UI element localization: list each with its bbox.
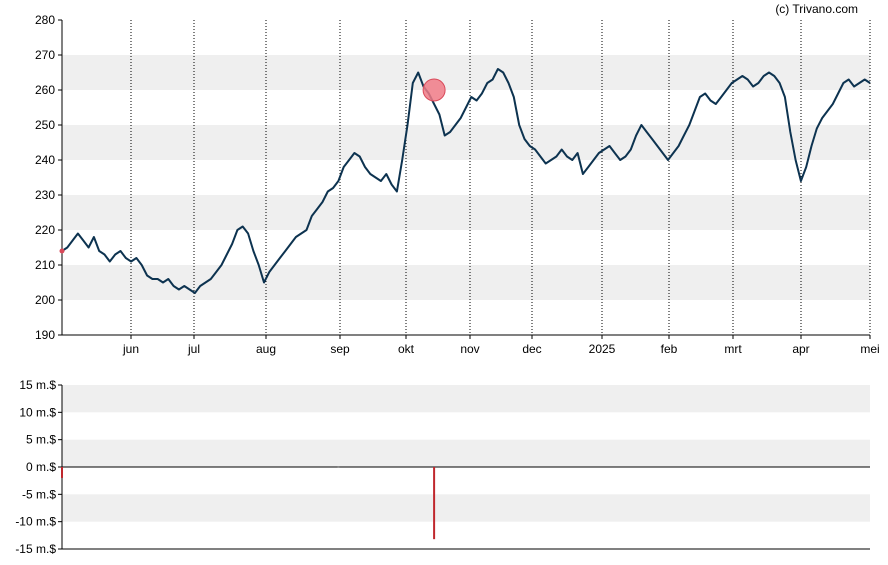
price-x-tick-label: 2025 <box>589 342 616 356</box>
price-y-tick-label: 280 <box>35 13 55 27</box>
price-y-tick-label: 220 <box>35 223 55 237</box>
price-x-tick-label: aug <box>256 342 276 356</box>
credit-text: (c) Trivano.com <box>775 2 858 16</box>
volume-panel: 15 m.$ 10 m.$ 5 m.$ 0 m.$ -5 m.$ -10 m.$ -15 m… <box>15 378 870 556</box>
volume-band <box>62 385 870 413</box>
volume-y-tick-label: 10 m.$ <box>19 405 56 419</box>
volume-bar <box>433 467 436 540</box>
price-band <box>62 195 870 230</box>
price-y-tick-label: 260 <box>35 83 55 97</box>
price-x-tick-label: feb <box>661 342 678 356</box>
volume-y-tick-label: 5 m.$ <box>26 433 56 447</box>
price-start-dot <box>59 248 65 254</box>
volume-y-tick-label: -5 m.$ <box>22 487 56 501</box>
price-x-tick-label: okt <box>398 342 415 356</box>
price-marker <box>422 78 446 102</box>
price-x-tick-label: sep <box>330 342 350 356</box>
price-band <box>62 265 870 300</box>
price-y-tick-label: 250 <box>35 118 55 132</box>
price-x-tick-label: mrt <box>724 342 742 356</box>
price-y-tick-label: 210 <box>35 258 55 272</box>
price-line <box>61 68 871 294</box>
volume-band <box>62 494 870 522</box>
price-x-tick-label: jul <box>187 342 200 356</box>
price-x-tick-label: apr <box>792 342 809 356</box>
price-y-tick-label: 190 <box>35 328 55 342</box>
volume-y-tick-label: 15 m.$ <box>19 378 56 392</box>
price-panel: 190 200 210 220 230 240 250 260 270 280 jun jul aug s… <box>35 13 880 356</box>
volume-y-tick-label: -10 m.$ <box>15 515 56 529</box>
price-x-tick-label: mei <box>860 342 879 356</box>
price-band <box>62 125 870 160</box>
price-band <box>62 55 870 90</box>
volume-bar <box>61 467 63 478</box>
price-y-tick-label: 230 <box>35 188 55 202</box>
price-y-tick-label: 240 <box>35 153 55 167</box>
volume-y-tick-label: -15 m.$ <box>15 542 56 556</box>
price-x-tick-label: jun <box>122 342 139 356</box>
price-y-tick-label: 200 <box>35 293 55 307</box>
price-x-tick-label: dec <box>522 342 541 356</box>
price-y-tick-label: 270 <box>35 48 55 62</box>
volume-y-tick-label: 0 m.$ <box>26 460 56 474</box>
volume-band <box>62 439 870 467</box>
volume-bar <box>337 466 340 468</box>
price-x-tick-label: nov <box>460 342 479 356</box>
